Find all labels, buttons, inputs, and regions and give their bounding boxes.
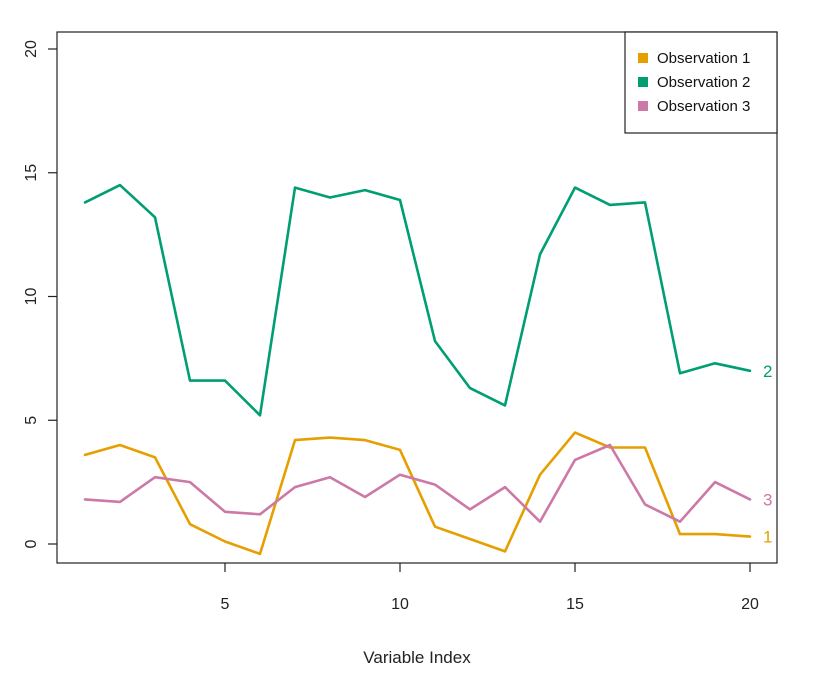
series-end-label-2: 2 <box>763 362 772 381</box>
y-tick-label: 15 <box>23 164 40 182</box>
series-line-observation-2 <box>83 183 752 417</box>
plot-frame <box>56 31 778 564</box>
series-end-label-3: 3 <box>763 490 772 509</box>
y-tick-label: 20 <box>23 40 40 58</box>
legend-swatch-2 <box>638 77 648 87</box>
axes: 5 10 15 20 0 5 10 15 20 <box>23 40 759 613</box>
y-tick-label: 10 <box>23 288 40 306</box>
x-tick-label: 20 <box>741 596 759 613</box>
legend-label-2: Observation 2 <box>657 74 750 91</box>
legend-swatch-1 <box>638 53 648 63</box>
legend: Observation 1 Observation 2 Observation 3 <box>624 31 778 134</box>
series-line-observation-3 <box>83 443 752 524</box>
x-tick-label: 10 <box>391 596 409 613</box>
legend-box <box>624 31 778 134</box>
y-tick-label: 5 <box>23 416 40 425</box>
series-end-label-1: 1 <box>763 528 772 547</box>
series-line-observation-1 <box>83 431 752 556</box>
x-axis-title: Variable Index <box>363 648 471 667</box>
legend-swatch-3 <box>638 101 648 111</box>
x-tick-label: 15 <box>566 596 584 613</box>
x-tick-label: 5 <box>221 596 230 613</box>
legend-items: Observation 1 Observation 2 Observation 3 <box>638 50 750 115</box>
legend-label-3: Observation 3 <box>657 98 750 115</box>
legend-label-1: Observation 1 <box>657 50 750 67</box>
y-tick-label: 0 <box>23 539 40 548</box>
series-layer <box>83 183 752 556</box>
end-labels: 1 2 3 <box>763 362 772 547</box>
